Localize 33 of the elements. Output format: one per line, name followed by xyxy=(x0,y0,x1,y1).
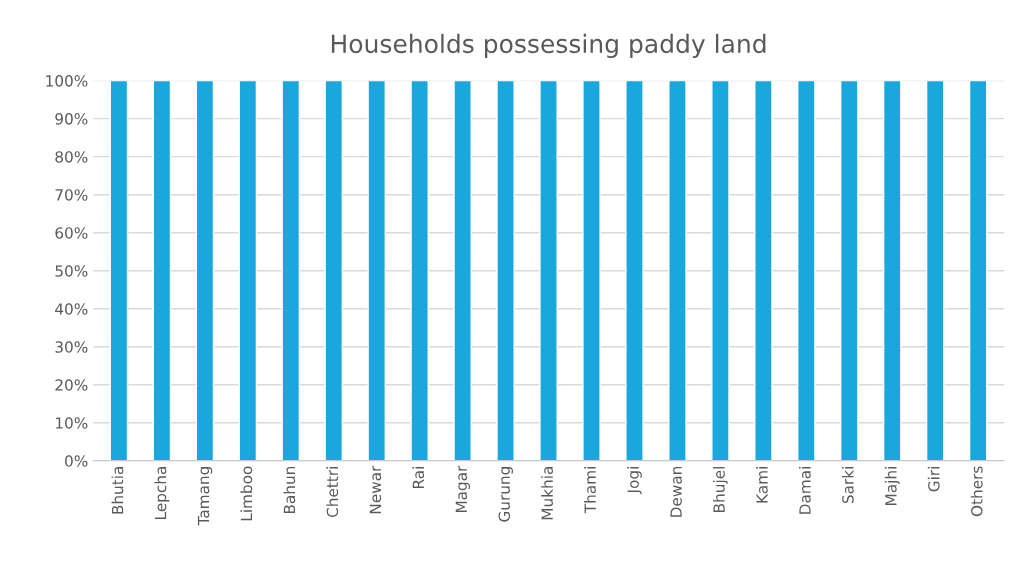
y-tick-label: 60% xyxy=(55,227,88,239)
y-tick-label: 100% xyxy=(46,75,88,87)
x-tick-label: Thami xyxy=(584,467,596,514)
y-tick-label: 80% xyxy=(55,151,88,163)
x-tick-label: Limboo xyxy=(240,466,253,521)
y-tick-label: 70% xyxy=(55,189,88,201)
x-tick-label: Lepcha xyxy=(154,467,170,519)
chart-title: Households possessing paddy land xyxy=(331,33,766,59)
x-tick-label: Others xyxy=(970,466,983,517)
y-tick-label: 20% xyxy=(55,379,88,391)
x-tick-label: Bhutia xyxy=(111,467,124,514)
x-tick-label: Giri xyxy=(927,467,940,492)
x-tick-label: Dewan xyxy=(670,466,682,517)
x-tick-label: Majhi xyxy=(884,467,900,505)
x-tick-label: Kami xyxy=(755,467,768,503)
x-tick-label: Bahun xyxy=(283,466,296,514)
x-tick-label: Newar xyxy=(369,465,382,514)
x-tick-label: Chettri xyxy=(326,467,339,518)
y-tick-label: 90% xyxy=(55,113,88,125)
x-tick-label: Magar xyxy=(455,465,471,513)
y-tick-label: 30% xyxy=(55,341,88,353)
y-tick-label: 10% xyxy=(56,417,88,429)
x-tick-label: Jogi xyxy=(627,467,642,495)
x-tick-label: Bhujel xyxy=(713,467,728,512)
x-tick-label: Rai xyxy=(412,467,425,489)
x-tick-label: Tamang xyxy=(197,467,213,526)
x-tick-label: Damai xyxy=(798,467,811,514)
x-tick-label: Sarki xyxy=(841,467,854,504)
y-tick-label: 0% xyxy=(65,455,88,467)
y-tick-label: 40% xyxy=(55,303,88,315)
x-tick-label: Mukhia xyxy=(541,467,553,520)
x-tick-label: Gurung xyxy=(498,467,513,522)
y-tick-label: 50% xyxy=(55,265,88,277)
